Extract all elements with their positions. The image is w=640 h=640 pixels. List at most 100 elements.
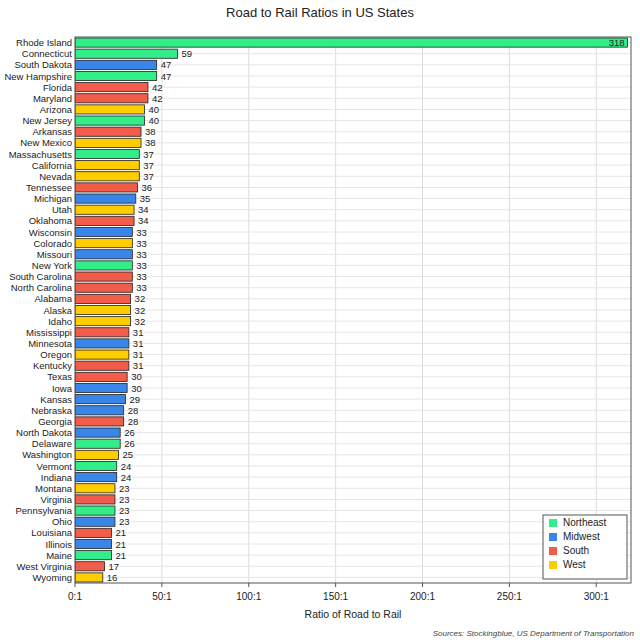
- data-label: 23: [119, 516, 130, 527]
- bar: [75, 116, 145, 125]
- data-label: 33: [136, 282, 147, 293]
- category-label: Wisconsin: [29, 227, 72, 238]
- category-grid-line: [75, 64, 631, 65]
- data-label: 26: [124, 427, 135, 438]
- data-label: 34: [138, 215, 149, 226]
- category-label: New Jersey: [22, 115, 72, 126]
- data-label: 37: [143, 160, 154, 171]
- category-label: Alaska: [43, 305, 72, 316]
- x-axis: 0:150:1100:1150:1200:1250:1300:1: [68, 583, 609, 602]
- category-label: New Hampshire: [4, 71, 72, 82]
- bar: [75, 272, 132, 281]
- category-grid-line: [75, 421, 631, 422]
- category-grid-line: [75, 232, 631, 233]
- data-label: 28: [128, 416, 139, 427]
- category-grid-line: [75, 243, 631, 244]
- category-grid-line: [75, 154, 631, 155]
- tick-label: 250:1: [497, 591, 522, 602]
- bar: [75, 127, 141, 136]
- category-label: Nebraska: [31, 405, 72, 416]
- bar: [75, 161, 139, 170]
- data-label: 28: [128, 405, 139, 416]
- data-label: 21: [115, 539, 126, 550]
- category-grid-line: [75, 432, 631, 433]
- category-label: Arizona: [40, 104, 73, 115]
- data-label: 26: [124, 438, 135, 449]
- grid: [75, 37, 631, 583]
- bar: [75, 372, 127, 381]
- bar: [75, 350, 129, 359]
- category-label: Indiana: [41, 472, 73, 483]
- category-grid-line: [75, 310, 631, 311]
- data-label: 29: [129, 394, 140, 405]
- bar: [75, 216, 134, 225]
- category-label: Louisiana: [31, 527, 72, 538]
- plot-area: [75, 37, 631, 583]
- tick-mark: [422, 583, 423, 587]
- legend-swatch: [549, 547, 557, 555]
- data-label: 40: [149, 104, 160, 115]
- data-label: 25: [122, 449, 133, 460]
- data-label: 31: [133, 349, 144, 360]
- category-label: Oregon: [40, 349, 72, 360]
- category-label: West Virginia: [16, 561, 72, 572]
- bar: [75, 461, 117, 470]
- bar: [75, 539, 111, 548]
- category-label: Florida: [43, 82, 73, 93]
- category-grid-line: [75, 454, 631, 455]
- category-label: Pennsylvania: [15, 505, 72, 516]
- bar: [75, 551, 111, 560]
- category-grid-line: [75, 510, 631, 511]
- category-label: Idaho: [48, 316, 72, 327]
- category-label: Delaware: [32, 438, 72, 449]
- plot-frame: [75, 37, 631, 583]
- bar: [75, 506, 115, 515]
- legend-label: Midwest: [563, 531, 600, 542]
- tick-mark: [161, 583, 162, 587]
- bar: [75, 94, 148, 103]
- category-label: North Carolina: [11, 282, 73, 293]
- category-grid-line: [75, 298, 631, 299]
- bar: [75, 339, 129, 348]
- bar: [75, 428, 120, 437]
- category-label: Wyoming: [32, 572, 72, 583]
- bar: [75, 49, 178, 58]
- category-label: Washington: [22, 449, 72, 460]
- data-label: 32: [135, 305, 146, 316]
- category-label: Texas: [47, 371, 72, 382]
- category-label: Minnesota: [28, 338, 73, 349]
- category-label: New York: [32, 260, 72, 271]
- category-label: Tennessee: [26, 182, 72, 193]
- tick-mark: [335, 583, 336, 587]
- category-label: Kentucky: [33, 360, 72, 371]
- category-label: Georgia: [38, 416, 73, 427]
- category-grid-line: [75, 321, 631, 322]
- category-grid-line: [75, 354, 631, 355]
- data-label: 35: [140, 193, 151, 204]
- category-grid-line: [75, 131, 631, 132]
- bar: [75, 573, 103, 582]
- legend-label: Northeast: [563, 517, 607, 528]
- tick-label: 0:1: [68, 591, 82, 602]
- category-grid-line: [75, 477, 631, 478]
- category-grid-line: [75, 198, 631, 199]
- bar: [75, 361, 129, 370]
- category-grid-line: [75, 276, 631, 277]
- category-label: Connecticut: [22, 48, 73, 59]
- bar: [75, 138, 141, 147]
- legend-box: [543, 515, 627, 579]
- category-label: Maryland: [33, 93, 72, 104]
- category-grid-line: [75, 287, 631, 288]
- bars: [75, 38, 628, 582]
- bar: [75, 205, 134, 214]
- data-label: 32: [135, 316, 146, 327]
- category-grid-line: [75, 332, 631, 333]
- data-label: 33: [136, 238, 147, 249]
- data-label: 23: [119, 494, 130, 505]
- category-grid-line: [75, 443, 631, 444]
- tick-mark: [248, 583, 249, 587]
- data-label: 31: [133, 338, 144, 349]
- data-label: 24: [121, 472, 132, 483]
- category-label: Iowa: [52, 383, 73, 394]
- tick-label: 200:1: [410, 591, 435, 602]
